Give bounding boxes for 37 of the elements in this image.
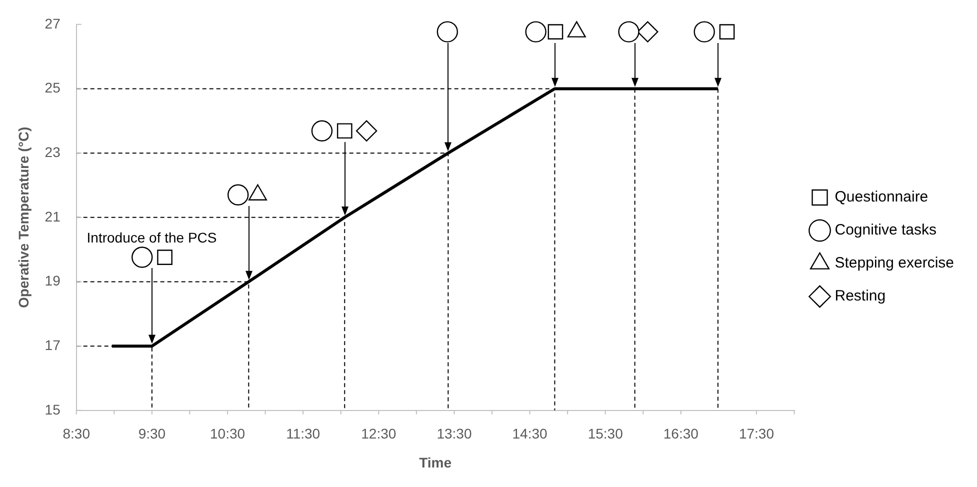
x-tick-label: 9:30	[138, 426, 166, 442]
x-tick-label: 10:30	[210, 426, 246, 442]
x-tick-label: 16:30	[663, 426, 699, 442]
x-tick-label: 17:30	[738, 426, 774, 442]
y-tick-label: 21	[44, 208, 61, 224]
point	[548, 24, 564, 40]
point	[618, 21, 640, 42]
x-tick-label: 12:30	[361, 426, 396, 442]
y-tick-label: 19	[44, 272, 61, 289]
point	[637, 21, 658, 42]
x-tick-label: 14:30	[512, 426, 548, 442]
legend-label: Resting	[834, 288, 886, 305]
y-tick-label: 15	[44, 401, 61, 418]
point	[694, 21, 715, 42]
y-axis-title: Operative Temperature (°C)	[15, 126, 32, 308]
point	[227, 184, 249, 206]
x-tick-label: 8:30	[62, 426, 90, 442]
x-tick-label: 13:30	[436, 426, 472, 442]
point	[525, 21, 546, 42]
x-tick-label: 15:30	[588, 426, 624, 442]
legend-label: Questionnaire	[834, 188, 928, 206]
point	[336, 123, 352, 139]
y-tick-label: 23	[44, 144, 61, 160]
legend-label: Stepping exercise	[834, 254, 954, 272]
y-tick-label: 25	[44, 80, 61, 96]
y-tick-label: 17	[44, 336, 61, 353]
point	[356, 120, 378, 142]
annotation: Introduce of the PCS	[86, 229, 217, 246]
point	[132, 246, 153, 268]
point	[719, 24, 735, 40]
legend-label: Cognitive tasks	[834, 222, 936, 239]
point	[436, 21, 458, 42]
y-tick-label: 27	[44, 15, 61, 32]
point	[311, 120, 333, 142]
point	[157, 250, 172, 265]
x-axis-title: Time	[419, 454, 452, 470]
x-tick-label: 11:30	[286, 426, 320, 442]
